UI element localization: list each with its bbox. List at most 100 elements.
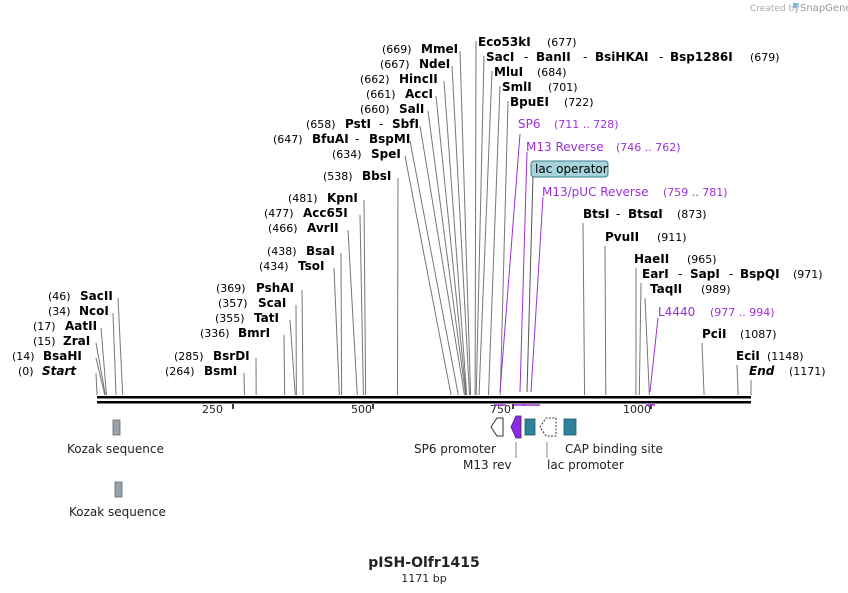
site-acc65i[interactable]: (477) Acc65I (264, 206, 348, 220)
site-bfuai[interactable]: (647) BfuAI - BspMI (273, 132, 410, 146)
site-spei[interactable]: (634) SpeI (332, 147, 401, 161)
site-name-alt: BspQI (740, 267, 780, 281)
site-position: (0) (18, 365, 34, 378)
site-end[interactable]: End (1171) (749, 364, 826, 378)
feature-lac-promoter[interactable]: lac promoter (539, 417, 624, 472)
site-connector-tati (289, 319, 296, 396)
site-sacii[interactable]: (46) SacII (48, 289, 113, 303)
site-connector-avrii (347, 229, 358, 396)
site-separator: - (616, 207, 620, 221)
site-bsai[interactable]: (438) BsaI (267, 244, 335, 258)
site-aatii[interactable]: (17) AatII (33, 319, 97, 333)
primer-m13-reverse[interactable]: M13 Reverse (746 .. 762) (514, 140, 681, 406)
site-connector-ecii (736, 364, 739, 396)
site-btsi[interactable]: BtsI - BtsαI (873) (583, 207, 707, 221)
map-title: pISH-Olfr1415 1171 bp (368, 555, 480, 585)
site-avrii[interactable]: (466) AvrII (268, 221, 339, 235)
site-name: SmlI (502, 80, 532, 94)
site-connector-btsi (582, 222, 586, 396)
site-acci[interactable]: (661) AccI (366, 87, 433, 101)
feature-sp6-promoter[interactable]: SP6 promoter (414, 417, 504, 456)
kozak-marker (114, 481, 123, 498)
site-sali[interactable]: (660) SalI (360, 102, 424, 116)
feature-cap-binding-site[interactable]: CAP binding site (563, 418, 663, 456)
site-name: MmeI (421, 42, 458, 56)
site-name: BpuEI (510, 95, 549, 109)
site-bsrdi[interactable]: (285) BsrDI (174, 349, 250, 363)
site-pvuii[interactable]: PvuII (911) (605, 230, 687, 244)
site-position: (684) (537, 66, 567, 79)
site-name: EciI (736, 349, 760, 363)
site-name: BsrDI (213, 349, 250, 363)
site-eco53ki[interactable]: Eco53kI (677) (478, 35, 577, 49)
primer-range: (746 .. 762) (616, 141, 681, 154)
lac-operator[interactable]: lac operator (526, 160, 609, 393)
site-name: BsmI (204, 364, 237, 378)
site-pshai[interactable]: (369) PshAI (216, 281, 294, 295)
site-name: AatII (65, 319, 97, 333)
site-zrai[interactable]: (15) ZraI (33, 334, 90, 348)
primers: SP6 (711 .. 728) M13 Reverse (746 .. 762… (494, 117, 775, 406)
site-connector-sali (427, 110, 467, 396)
site-position: (873) (677, 208, 707, 221)
site-connector-taqii (644, 297, 650, 396)
site-bmri[interactable]: (336) BmrI (200, 326, 270, 340)
primer-l4440[interactable]: L4440 (977 .. 994) (646, 305, 775, 406)
site-eari[interactable]: EarI - SapI - BspQI (971) (642, 267, 823, 281)
plasmid-name: pISH-Olfr1415 (368, 555, 480, 571)
site-name: SacI (486, 50, 514, 64)
site-name: KpnI (327, 191, 358, 205)
site-ecii[interactable]: EciI (1148) (736, 349, 804, 363)
site-psti[interactable]: (658) PstI - SbfI (306, 117, 419, 131)
backbone-strand-bottom (97, 401, 751, 404)
site-position: (989) (701, 283, 731, 296)
site-haeii[interactable]: HaeII (965) (634, 252, 717, 266)
site-scai[interactable]: (357) ScaI (218, 296, 286, 310)
primer-m13-puc-reverse[interactable]: M13/pUC Reverse (759 .. 781) (523, 185, 728, 406)
site-bbsi[interactable]: (538) BbsI (323, 169, 391, 183)
site-connector-eco53ki (474, 40, 477, 396)
site-position: (369) (216, 282, 246, 295)
primer-name: SP6 (518, 117, 541, 131)
feature-m13-rev[interactable]: M13 rev (463, 415, 522, 472)
site-kpni[interactable]: (481) KpnI (288, 191, 358, 205)
backbone-strand-top (97, 396, 751, 399)
feature-kozak-1[interactable]: Kozak sequence (67, 419, 164, 456)
site-hincii[interactable]: (662) HincII (360, 72, 438, 86)
site-connector-start (95, 372, 98, 396)
site-bpuei[interactable]: BpuEI (722) (510, 95, 594, 109)
primer-sp6[interactable]: SP6 (711 .. 728) (494, 117, 619, 406)
site-separator: - (379, 117, 383, 131)
site-tati[interactable]: (355) TatI (215, 311, 279, 325)
site-bsmi[interactable]: (264) BsmI (165, 364, 237, 378)
site-ndei[interactable]: (667) NdeI (380, 57, 450, 71)
ruler-tick-label: 250 (202, 403, 223, 416)
site-name: HaeII (634, 252, 669, 266)
site-connector-kpni (363, 199, 367, 396)
site-bsahi[interactable]: (14) BsaHI (12, 349, 82, 363)
site-position: (634) (332, 148, 362, 161)
site-start[interactable]: (0) Start (18, 364, 77, 378)
feature-label: SP6 promoter (414, 442, 496, 456)
site-mlui[interactable]: MluI (684) (494, 65, 567, 79)
feature-label: lac promoter (547, 458, 624, 472)
site-name-alt: BanII (536, 50, 571, 64)
site-name: TatI (254, 311, 279, 325)
site-ncoi[interactable]: (34) NcoI (48, 304, 109, 318)
site-position: (481) (288, 192, 318, 205)
site-connector-pcii (701, 342, 705, 396)
site-position: (1148) (767, 350, 804, 363)
site-taqii[interactable]: TaqII (989) (650, 282, 731, 296)
kozak-marker (112, 419, 121, 436)
site-connector-tsoi (333, 267, 340, 396)
site-position: (971) (793, 268, 823, 281)
site-tsoi[interactable]: (434) TsoI (259, 259, 324, 273)
site-saci[interactable]: SacI - BanII - BsiHKAI - Bsp1286I (679) (486, 50, 780, 64)
site-mmei[interactable]: (669) MmeI (382, 42, 458, 56)
site-smli[interactable]: SmlI (701) (502, 80, 578, 94)
snapgene-credit: Created by SnapGene (750, 3, 848, 14)
site-pcii[interactable]: PciI (1087) (702, 327, 777, 341)
site-position: (660) (360, 103, 390, 116)
feature-kozak-2[interactable]: Kozak sequence (69, 481, 166, 519)
site-position: (669) (382, 43, 412, 56)
